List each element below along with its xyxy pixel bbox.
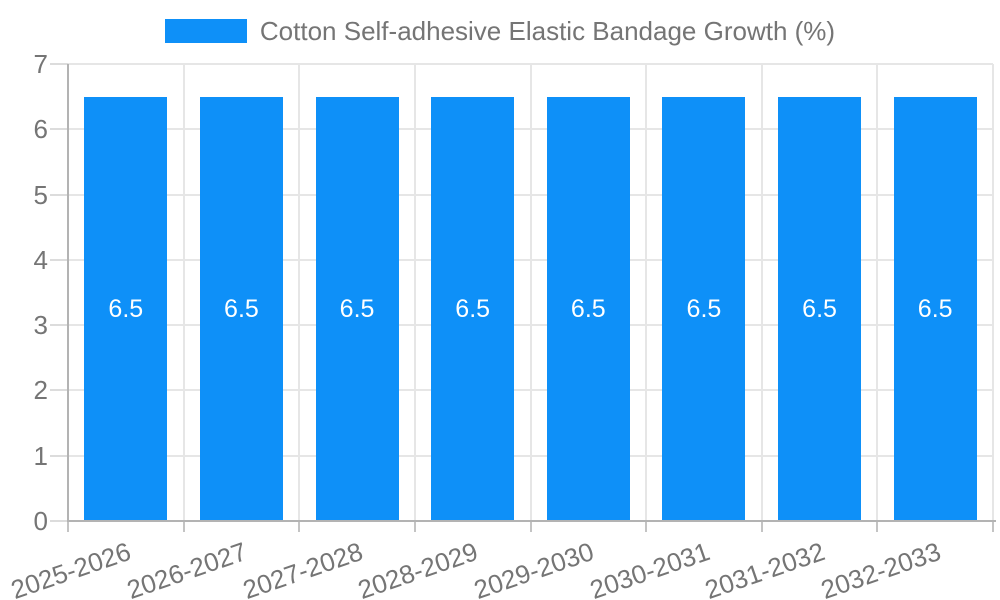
x-tick-mark (67, 521, 69, 532)
legend: Cotton Self-adhesive Elastic Bandage Gro… (0, 16, 1000, 46)
x-tick-mark (413, 521, 416, 532)
x-axis-label: 2026-2027 (123, 536, 251, 600)
x-axis-label: 2027-2028 (238, 536, 367, 600)
y-tick-mark (50, 520, 68, 522)
y-axis-label: 6 (33, 114, 48, 145)
y-axis-label: 0 (33, 506, 48, 536)
x-tick-mark (645, 521, 648, 532)
bar-value-label: 6.5 (917, 294, 953, 323)
y-axis-label: 3 (33, 310, 48, 341)
bar (315, 96, 399, 521)
x-axis-line (68, 520, 996, 522)
x-tick-mark (182, 521, 185, 532)
y-axis-label: 5 (33, 179, 48, 210)
y-axis-line (67, 64, 69, 522)
y-tick-mark (50, 63, 68, 65)
bar-value-label: 6.5 (224, 294, 259, 323)
x-gridline (645, 64, 648, 521)
bar (431, 96, 515, 521)
x-axis-label: 2025-2026 (7, 536, 135, 600)
bar (546, 96, 630, 521)
bar-value-label: 6.5 (108, 294, 144, 323)
x-axis-label: 2029-2030 (470, 536, 598, 600)
bar (893, 96, 977, 521)
y-axis-label: 7 (33, 49, 48, 79)
x-gridline (413, 64, 416, 521)
x-gridline (760, 64, 763, 521)
legend-label: Cotton Self-adhesive Elastic Bandage Gro… (259, 16, 836, 46)
bar (199, 96, 283, 521)
x-gridline (992, 64, 994, 521)
x-tick-mark (876, 521, 879, 532)
y-tick-mark (50, 258, 68, 261)
bar-value-label: 6.5 (802, 294, 837, 323)
bar-value-label: 6.5 (686, 294, 722, 323)
x-tick-mark (529, 521, 532, 532)
x-tick-mark (760, 521, 763, 532)
bar (778, 96, 862, 521)
y-tick-mark (50, 128, 68, 131)
legend-swatch (164, 19, 247, 43)
x-axis-label: 2032-2033 (816, 536, 945, 600)
bar-value-label: 6.5 (339, 294, 375, 323)
y-tick-mark (50, 389, 68, 392)
x-axis-label: 2031-2032 (701, 536, 829, 600)
y-tick-mark (50, 193, 68, 196)
y-axis-label: 2 (33, 375, 48, 406)
bar (662, 96, 746, 521)
bar-value-label: 6.5 (570, 294, 606, 323)
x-axis-label: 2030-2031 (585, 536, 714, 600)
x-tick-mark (992, 521, 994, 532)
x-tick-mark (298, 521, 301, 532)
x-gridline (298, 64, 301, 521)
bar (84, 96, 168, 521)
y-tick-mark (50, 324, 68, 327)
y-axis-label: 4 (33, 244, 48, 275)
bar-value-label: 6.5 (455, 294, 491, 323)
x-gridline (876, 64, 879, 521)
y-axis-label: 1 (33, 440, 48, 471)
y-tick-mark (50, 454, 68, 457)
x-gridline (182, 64, 185, 521)
x-axis-label: 2028-2029 (354, 536, 482, 600)
x-gridline (529, 64, 532, 521)
